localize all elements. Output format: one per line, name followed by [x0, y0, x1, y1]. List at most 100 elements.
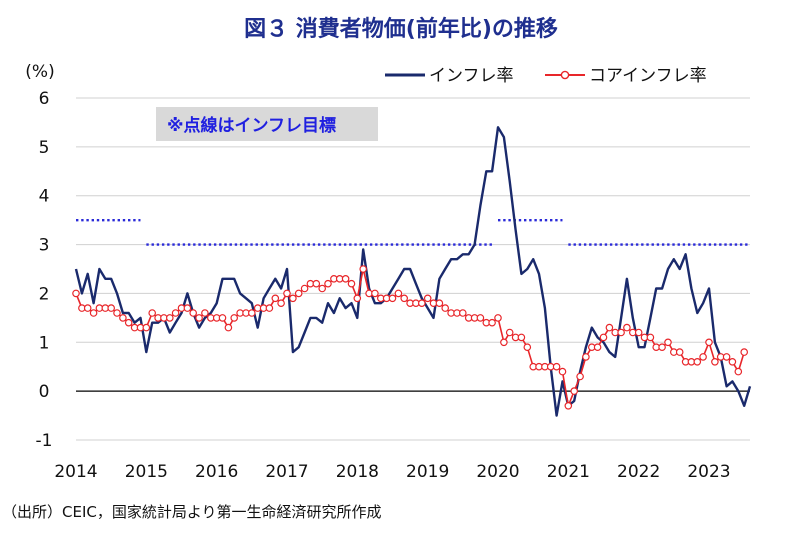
- core-inflation-point: [195, 314, 203, 322]
- core-inflation-point: [740, 348, 749, 356]
- core-inflation-point: [89, 309, 98, 317]
- core-inflation-point: [711, 357, 719, 366]
- x-tick-label: 2014: [54, 462, 97, 482]
- core-inflation-point: [394, 289, 403, 298]
- note-text: ※点線はインフレ目標: [167, 115, 336, 136]
- core-inflation-point: [500, 338, 508, 347]
- core-inflation-point: [634, 328, 643, 337]
- y-tick-label: 1: [39, 333, 50, 353]
- core-inflation-point: [658, 343, 666, 352]
- core-inflation-point: [623, 323, 631, 332]
- legend: インフレ率 コアインフレ率: [385, 66, 707, 86]
- core-inflation-point: [183, 304, 192, 312]
- y-tick-label: 0: [39, 382, 50, 402]
- core-inflation-point: [230, 314, 239, 322]
- core-inflation-point: [564, 401, 573, 410]
- core-inflation-point: [435, 299, 444, 308]
- target-lines: [76, 218, 751, 246]
- core-inflation-point: [142, 323, 151, 332]
- x-tick-label: 2021: [547, 462, 590, 482]
- core-inflation-point: [722, 353, 731, 361]
- core-inflation-point: [171, 309, 180, 317]
- legend-core-label: コアインフレ率: [589, 66, 707, 86]
- core-inflation-point: [599, 333, 608, 342]
- source-note: （出所）CEIC，国家統計局より第一生命経済研究所作成: [2, 503, 382, 521]
- core-inflation-point: [148, 309, 157, 317]
- core-inflation-point: [248, 309, 256, 317]
- core-inflation-point: [605, 323, 614, 332]
- y-tick-label: 4: [39, 187, 50, 207]
- y-tick-label: 2: [39, 284, 50, 304]
- core-inflation-point: [664, 338, 672, 347]
- y-axis-unit-label: (%): [25, 62, 54, 82]
- core-inflation-point: [523, 343, 532, 352]
- x-tick-label: 2015: [125, 462, 168, 482]
- x-tick-label: 2017: [265, 462, 308, 482]
- core-inflation-point: [341, 274, 350, 283]
- core-inflation-point: [617, 328, 625, 337]
- y-tick-label: 5: [39, 138, 50, 158]
- legend-inflation-label: インフレ率: [429, 66, 514, 86]
- y-tick-label: 3: [39, 236, 50, 256]
- core-inflation-point: [113, 309, 121, 317]
- chart-title: 図３ 消費者物価(前年比)の推移: [244, 16, 558, 42]
- core-inflation-point: [476, 314, 485, 322]
- legend-core-marker: [560, 70, 570, 80]
- core-inflation-point: [318, 284, 327, 293]
- core-inflation-point: [277, 299, 285, 308]
- core-inflation-point: [201, 309, 209, 317]
- core-inflation-point: [593, 343, 602, 352]
- core-inflation-point: [359, 265, 368, 273]
- core-inflation-point: [675, 348, 684, 356]
- core-inflation-markers: [72, 265, 749, 410]
- core-inflation-point: [83, 304, 92, 312]
- core-inflation-point: [289, 294, 297, 303]
- core-inflation-point: [423, 294, 432, 303]
- core-inflation-point: [582, 353, 590, 361]
- core-inflation-point: [300, 284, 309, 293]
- core-inflation-point: [441, 304, 450, 312]
- y-axis: -1 0 1 2 3 4 5 6: [36, 89, 53, 451]
- core-inflation-point: [353, 294, 362, 303]
- core-inflation-point: [119, 314, 127, 322]
- core-inflation-point: [458, 309, 467, 317]
- core-inflation-point: [693, 357, 702, 366]
- core-inflation-point: [699, 353, 707, 361]
- x-tick-label: 2020: [476, 462, 519, 482]
- core-inflation-point: [558, 367, 567, 376]
- core-inflation-point: [517, 333, 526, 342]
- core-inflation-point: [570, 387, 579, 395]
- core-inflation-point: [166, 314, 174, 322]
- core-inflation-point: [488, 318, 496, 327]
- core-inflation-point: [552, 362, 561, 371]
- core-inflation-point: [224, 323, 233, 332]
- core-inflation-point: [646, 333, 655, 342]
- y-tick-label: 6: [39, 89, 50, 109]
- note-box: [156, 107, 378, 141]
- core-inflation-point: [400, 294, 409, 303]
- x-tick-label: 2016: [195, 462, 238, 482]
- core-inflation-point: [705, 338, 713, 347]
- core-inflation-point: [734, 367, 743, 376]
- core-inflation-point: [576, 372, 584, 381]
- x-tick-label: 2018: [336, 462, 379, 482]
- core-inflation-point: [265, 304, 274, 312]
- core-inflation-point: [371, 289, 379, 298]
- core-inflation-point: [189, 309, 198, 317]
- core-inflation-point: [218, 314, 227, 322]
- x-axis: 2014 2015 2016 2017 2018 2019 2020 2021 2022 2023: [54, 462, 730, 482]
- x-tick-label: 2019: [406, 462, 449, 482]
- core-inflation-point: [271, 294, 280, 303]
- core-inflation-point: [107, 304, 116, 312]
- core-inflation-point: [494, 314, 502, 322]
- gridlines: [76, 97, 750, 441]
- core-inflation-point: [283, 289, 291, 298]
- core-inflation-point: [347, 279, 356, 288]
- core-inflation-point: [312, 279, 321, 288]
- core-inflation-point: [417, 299, 426, 308]
- core-inflation-point: [72, 289, 80, 298]
- core-inflation-point: [294, 289, 303, 298]
- core-inflation-point: [505, 328, 514, 337]
- x-tick-label: 2022: [617, 462, 660, 482]
